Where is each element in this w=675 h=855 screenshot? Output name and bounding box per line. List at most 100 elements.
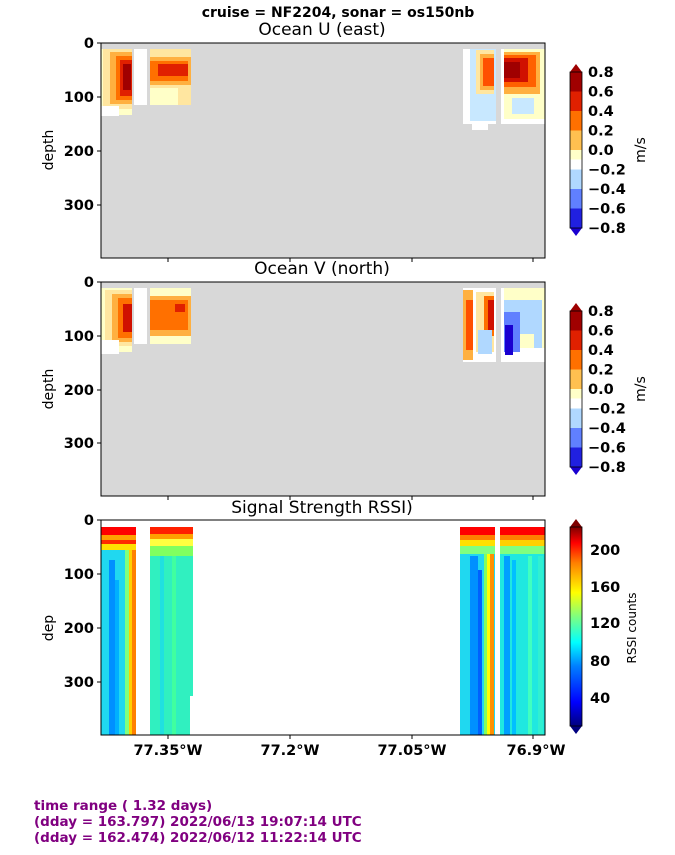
xticks-rssi: 77.35°W 77.2°W 77.05°W 76.9°W	[133, 735, 566, 759]
rssi-rb-top-orange	[500, 535, 545, 540]
cbar-v-tick-3: 0.2	[588, 363, 614, 379]
colorbar-rssi-frame	[569, 526, 583, 727]
u-left-data	[101, 49, 191, 116]
v-left-data	[101, 288, 191, 354]
colorbar-v-seg-1	[570, 330, 582, 350]
colorbar-v-seg-7	[570, 428, 582, 448]
ylabel-u: depth	[41, 130, 57, 171]
rssi-ra-blue-b	[478, 570, 482, 735]
colorbar-v-seg-3	[570, 369, 582, 389]
rssi-rb-top-yellow	[500, 540, 545, 546]
colorbar-v-bottom-arrow	[570, 467, 582, 475]
rssi-lb-top-yellow	[150, 539, 193, 546]
rssi-ra-top-orange	[460, 535, 495, 540]
rssi-ra-stripe-green	[484, 554, 487, 735]
axes-frame-v	[100, 281, 546, 497]
rssi-left-block-b	[150, 527, 194, 736]
v-left-cell-k	[175, 304, 185, 312]
end-time-line: (dday = 163.797) 2022/06/13 19:07:14 UTC	[34, 814, 362, 830]
colorbar-u-seg-1	[570, 91, 582, 111]
cbar-rssi-tick-200: 200	[590, 543, 620, 559]
xtick-label-3: 76.9°W	[506, 743, 565, 759]
rssi-ra-top-red	[460, 527, 495, 535]
colorbar-u-seg-8	[570, 208, 582, 228]
panel-rssi: Signal Strength RSSI)	[41, 498, 639, 759]
rssi-left-block-a	[101, 527, 136, 735]
xtick-marks-v	[167, 496, 534, 500]
colorbar-v-seg-5	[570, 398, 582, 409]
colorbar-v-seg-6	[570, 408, 582, 428]
cbar-u-tick-6: −0.4	[588, 182, 626, 198]
cbar-u-tick-2: 0.4	[588, 104, 614, 120]
rssi-ra-blue-a	[470, 556, 478, 735]
colorbar-v-seg-4	[570, 389, 582, 399]
cbar-v-tick-0: 0.8	[588, 304, 614, 320]
cbar-rssi-tick-160: 160	[590, 580, 620, 596]
suptitle: cruise = NF2204, sonar = os150nb	[202, 5, 475, 21]
u-left-cell-f	[123, 64, 131, 90]
colorbar-u-bottom-arrow	[570, 228, 582, 236]
time-range-footer: time range ( 1.32 days) (dday = 163.797)…	[34, 798, 362, 846]
panel-ocean-u: Ocean U (east)	[41, 20, 649, 262]
v-left-cell-e	[123, 304, 132, 332]
v-right-data	[463, 286, 545, 362]
colorbar-rssi-label: RSSI counts	[625, 592, 639, 663]
rssi-la-top-yellow	[101, 544, 136, 550]
u-left-cell-l	[158, 64, 188, 76]
u-left-cell-h	[134, 49, 147, 105]
colorbar-u: 0.8 0.6 0.4 0.2 0.0 −0.2 −0.4 −0.6 −0.8 …	[569, 64, 649, 237]
panel-title-v: Ocean V (north)	[254, 259, 390, 279]
colorbar-u-seg-4	[570, 150, 582, 160]
ytick-label-u-200: 200	[64, 144, 94, 160]
colorbar-u-label: m/s	[633, 137, 649, 163]
colorbar-v-label: m/s	[633, 376, 649, 402]
ytick-label-u-300: 300	[64, 198, 94, 214]
rssi-la-top-orange	[101, 535, 136, 540]
cbar-v-tick-4: 0.0	[588, 382, 614, 398]
colorbar-u-seg-7	[570, 189, 582, 209]
rssi-lb-top-red	[150, 527, 193, 534]
rssi-la-stripe-green	[125, 550, 129, 735]
ytick-label-u-0: 0	[84, 36, 94, 52]
rssi-ra-top-yellow	[460, 540, 495, 546]
u-right-gap	[496, 47, 501, 127]
cbar-u-tick-5: −0.2	[588, 163, 626, 179]
panel-title-u: Ocean U (east)	[258, 20, 385, 40]
cbar-v-tick-2: 0.4	[588, 343, 614, 359]
ytick-label-v-100: 100	[64, 329, 94, 345]
cbar-v-tick-8: −0.8	[588, 460, 626, 476]
rssi-right-block-b	[500, 527, 545, 735]
rssi-rb-green	[500, 546, 545, 554]
ytick-label-rssi-100: 100	[64, 567, 94, 583]
colorbar-u-seg-5	[570, 159, 582, 170]
rssi-lb-top-orange	[150, 534, 193, 539]
colorbar-v-top-arrow	[570, 303, 582, 311]
rssi-right-block-a	[460, 527, 495, 735]
v-right-cell-k	[505, 325, 513, 355]
colorbar-u-frame	[569, 71, 583, 229]
v-right-cell-c	[466, 300, 473, 350]
colorbar-rssi-bottom-arrow	[570, 726, 582, 734]
colorbar-rssi-ticks: 200 160 120 80 40	[590, 543, 620, 707]
xtick-label-1: 77.2°W	[260, 743, 319, 759]
colorbar-v: 0.8 0.6 0.4 0.2 0.0 −0.2 −0.4 −0.6 −0.8 …	[569, 303, 649, 476]
v-right-gap	[496, 286, 501, 362]
rssi-lb-green	[150, 546, 193, 556]
start-time-line: (dday = 162.474) 2022/06/12 11:22:14 UTC	[34, 830, 362, 846]
cbar-u-tick-3: 0.2	[588, 124, 614, 140]
u-left-cell-m	[150, 88, 178, 105]
time-range-line: time range ( 1.32 days)	[34, 798, 213, 814]
colorbar-rssi-bar	[570, 527, 582, 726]
rssi-rb-top-red	[500, 527, 545, 535]
v-right-cell-g	[478, 330, 492, 354]
ytick-label-v-200: 200	[64, 383, 94, 399]
u-right-cell-k	[512, 98, 534, 114]
cbar-u-tick-7: −0.6	[588, 202, 626, 218]
rssi-ra-stripe-yellow	[487, 554, 490, 735]
cbar-rssi-tick-40: 40	[590, 691, 610, 707]
ytick-label-rssi-300: 300	[64, 675, 94, 691]
v-right-cell-l	[534, 300, 542, 348]
colorbar-u-top-arrow	[570, 64, 582, 72]
colorbar-u-seg-2	[570, 111, 582, 131]
